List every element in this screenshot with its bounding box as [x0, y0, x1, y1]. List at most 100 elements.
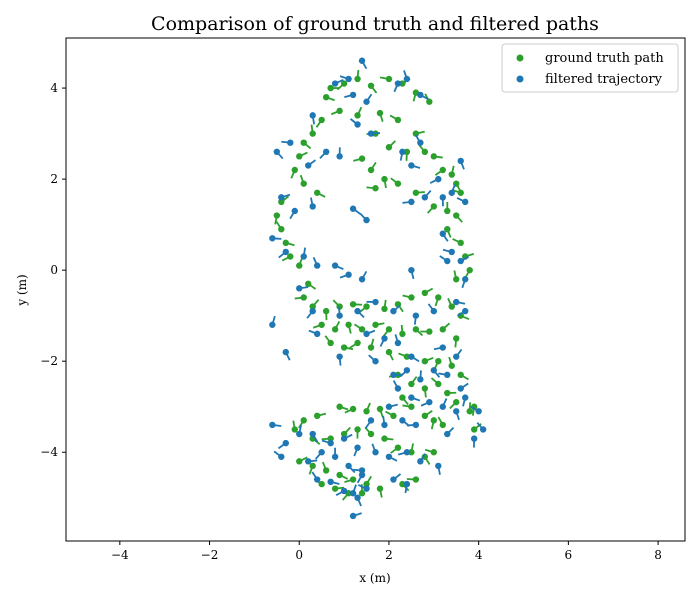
data-point — [453, 408, 460, 415]
data-point — [296, 285, 303, 292]
data-point — [421, 289, 429, 297]
data-point — [408, 353, 415, 360]
y-axis-ticks: −4 −2 0 2 4 — [40, 81, 66, 459]
data-point — [340, 80, 348, 87]
data-point — [385, 403, 393, 410]
data-point — [470, 435, 478, 442]
data-point — [381, 305, 388, 313]
data-point — [448, 248, 455, 256]
data-point — [385, 453, 393, 460]
data-point — [439, 166, 446, 174]
legend-label-filtered: filtered trajectory — [545, 72, 663, 87]
data-point — [345, 462, 352, 470]
data-point — [426, 398, 433, 406]
data-point — [462, 307, 469, 315]
data-point — [358, 490, 366, 497]
data-point — [421, 412, 429, 420]
data-point — [336, 312, 343, 319]
data-point — [430, 307, 438, 315]
data-point — [376, 109, 384, 117]
data-point — [278, 194, 285, 201]
data-point — [349, 405, 357, 413]
data-point — [345, 271, 352, 278]
data-point — [278, 225, 285, 233]
data-point — [269, 235, 276, 242]
x-tick-label: −4 — [111, 548, 129, 562]
data-point — [412, 189, 420, 196]
data-point — [399, 148, 406, 156]
data-point — [462, 394, 469, 401]
data-point — [336, 303, 343, 310]
data-point — [435, 462, 442, 470]
data-point — [421, 357, 429, 365]
data-point — [363, 485, 370, 492]
data-point — [444, 207, 451, 215]
data-point — [278, 453, 285, 460]
data-point — [372, 449, 379, 456]
data-point — [430, 203, 438, 210]
data-point — [408, 162, 415, 169]
data-point — [296, 153, 303, 160]
data-point — [390, 476, 397, 483]
data-point — [457, 257, 464, 265]
data-point — [412, 421, 420, 429]
data-point — [470, 426, 478, 433]
data-point — [278, 198, 285, 206]
data-point — [403, 367, 411, 374]
data-point — [318, 116, 325, 124]
data-point — [421, 385, 429, 392]
data-point — [479, 426, 487, 433]
data-point — [439, 194, 446, 201]
data-point — [363, 303, 370, 310]
data-point — [322, 307, 330, 315]
data-point — [327, 439, 334, 447]
data-point — [367, 430, 375, 438]
data-point — [331, 485, 339, 492]
data-point — [408, 294, 415, 301]
data-point — [354, 112, 361, 119]
data-point — [291, 426, 298, 433]
data-point — [322, 148, 330, 156]
data-point — [345, 75, 352, 83]
data-point — [327, 84, 334, 92]
data-point — [399, 417, 406, 424]
data-point — [349, 301, 357, 308]
data-point — [313, 476, 321, 483]
data-point — [309, 307, 316, 315]
data-point — [430, 417, 438, 424]
ground-truth-series — [273, 69, 482, 501]
data-point — [354, 426, 361, 433]
data-point — [354, 444, 361, 451]
data-point — [305, 458, 312, 465]
data-point — [372, 357, 379, 365]
data-point — [448, 171, 455, 178]
legend-label-ground-truth: ground truth path — [545, 51, 664, 66]
data-point — [305, 280, 312, 288]
data-point — [282, 439, 289, 447]
data-point — [331, 326, 339, 333]
data-point — [309, 112, 316, 119]
data-point — [421, 194, 429, 201]
data-point — [457, 157, 464, 165]
data-point — [313, 412, 321, 420]
data-point — [358, 326, 366, 333]
x-axis-ticks: −4 −2 0 2 4 6 8 — [111, 541, 662, 562]
y-axis-label: y (m) — [15, 274, 29, 306]
y-tick-label: 0 — [50, 263, 58, 277]
data-point — [300, 253, 307, 260]
data-point — [336, 153, 343, 160]
data-point — [367, 82, 375, 89]
data-point — [385, 326, 393, 333]
legend: ground truth path filtered trajectory — [501, 43, 679, 93]
data-point — [354, 75, 361, 83]
data-point — [354, 307, 361, 315]
data-point — [358, 471, 366, 479]
data-point — [412, 130, 420, 137]
data-point — [309, 203, 316, 210]
data-point — [403, 480, 411, 488]
data-point — [381, 435, 388, 442]
data-point — [381, 335, 388, 342]
data-point — [430, 367, 438, 374]
data-point — [318, 449, 325, 456]
data-point — [381, 175, 388, 183]
